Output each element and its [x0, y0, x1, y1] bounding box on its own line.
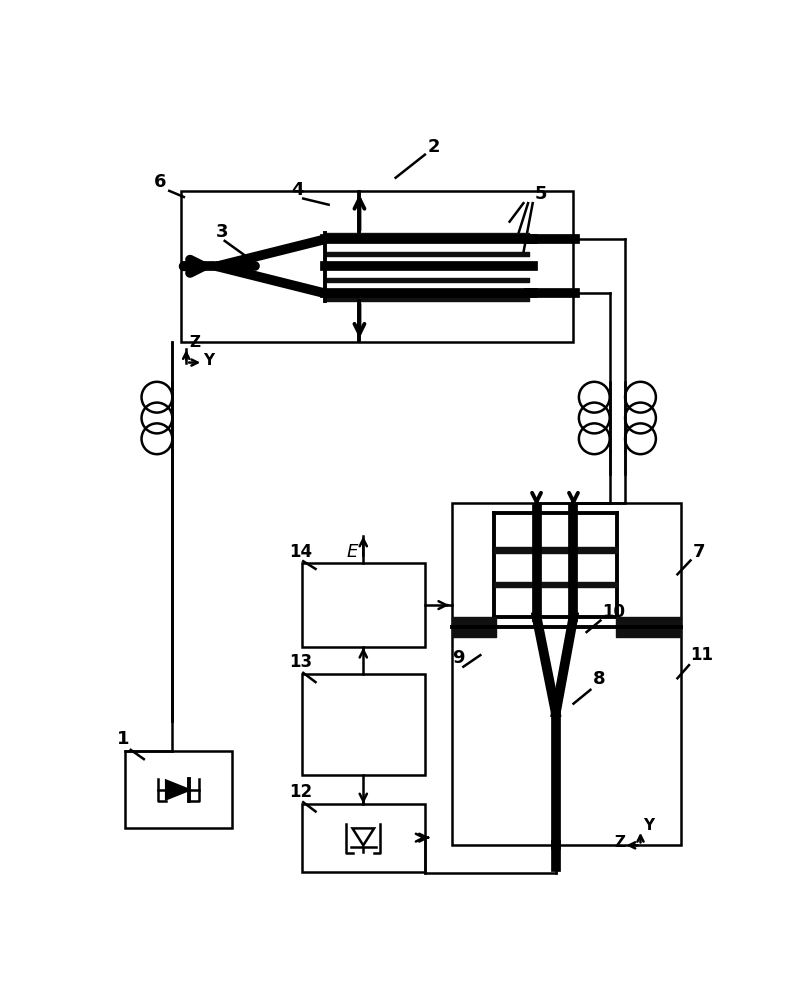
Text: $E$: $E$ — [346, 543, 360, 561]
Bar — [302, 804, 425, 872]
Text: 12: 12 — [290, 783, 313, 801]
Bar — [125, 751, 232, 828]
Bar — [452, 503, 681, 845]
Text: 4: 4 — [291, 181, 304, 199]
Text: 1: 1 — [117, 730, 130, 748]
Text: 13: 13 — [290, 653, 313, 671]
Polygon shape — [166, 781, 189, 799]
Text: Z: Z — [615, 835, 626, 850]
Text: Y: Y — [643, 818, 654, 833]
Text: 10: 10 — [602, 603, 625, 621]
Text: 14: 14 — [290, 543, 313, 561]
Text: 5: 5 — [535, 185, 548, 203]
Text: 2: 2 — [427, 138, 439, 156]
Text: 3: 3 — [216, 223, 228, 241]
Text: Z: Z — [189, 335, 201, 350]
Text: 9: 9 — [453, 649, 465, 667]
Text: 7: 7 — [693, 543, 705, 561]
Text: 11: 11 — [691, 646, 713, 664]
Polygon shape — [353, 828, 374, 845]
Bar — [302, 563, 425, 647]
Text: 6: 6 — [154, 173, 166, 191]
Bar — [302, 674, 425, 774]
Text: Y: Y — [203, 353, 214, 368]
Text: 8: 8 — [593, 670, 606, 688]
Bar — [181, 191, 573, 342]
